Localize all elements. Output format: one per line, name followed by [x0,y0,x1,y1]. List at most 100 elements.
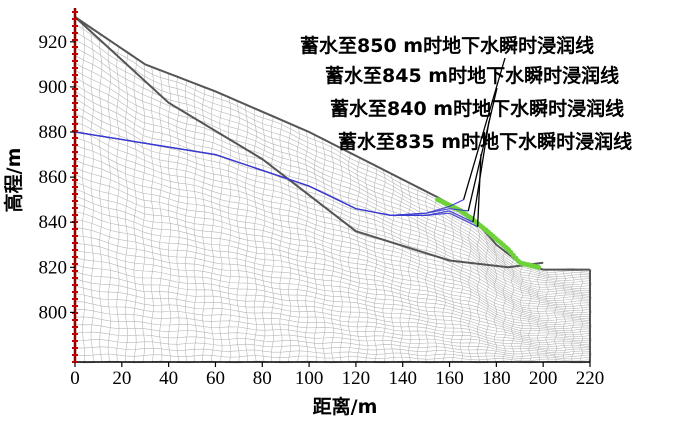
mesh-line-horizontal [74,331,591,356]
mesh-line-horizontal [74,293,591,346]
y-tick-label: 840 [39,212,68,233]
mesh-line-horizontal [74,113,591,298]
mesh-line-horizontal [74,152,591,308]
mesh-line-horizontal [74,137,591,303]
mesh-line-horizontal [74,250,591,333]
mesh-line-vertical [107,40,111,363]
x-tick-label: 20 [112,368,131,389]
mesh-line-horizontal [74,235,591,329]
mesh-line-horizontal [74,188,590,317]
mesh-line-horizontal [74,278,591,342]
mesh-line-horizontal [74,227,591,328]
mesh-line-vertical [90,28,94,363]
mesh-line-vertical [442,200,446,363]
mesh-line-vertical [159,70,163,363]
mesh-line-horizontal [74,98,591,293]
phreatic-line-label-3: 蓄水至840 m时地下水瞬时浸润线 [330,97,624,120]
y-tick-label: 900 [39,77,68,98]
mesh-line-horizontal [74,174,591,314]
mesh-line-horizontal [74,91,591,291]
phreatic-line-label-2: 蓄水至845 m时地下水瞬时浸润线 [325,64,619,87]
seepage-face [435,197,542,270]
mesh-line-vertical [579,269,583,363]
mesh-line-horizontal [74,55,591,281]
x-tick-label: 80 [253,368,272,389]
mesh-line-horizontal [74,257,591,336]
mesh-line-vertical [313,135,317,363]
mesh-line-horizontal [74,339,591,358]
mesh-line-horizontal [74,203,591,322]
mesh-line-vertical [288,123,292,363]
mesh-line-horizontal [74,300,591,348]
leader-line-2 [467,87,498,212]
x-tick-label: 180 [482,368,511,389]
mesh-line-vertical [356,156,360,362]
seepage-face-node [535,264,542,270]
y-axis-title: 高程/m [2,148,25,213]
mesh-line-horizontal [74,39,591,277]
mesh-line-horizontal [74,324,591,354]
mesh-line-vertical [339,148,343,363]
mesh-line-vertical [150,67,154,363]
x-tick-label: 120 [342,368,371,389]
mesh-line-vertical [322,139,326,363]
mesh-line-vertical [262,112,266,363]
mesh-line-vertical [562,269,566,363]
mesh-line-horizontal [74,105,591,295]
mesh-line-vertical [133,57,137,363]
mesh-line-vertical [485,233,489,363]
phreatic-lines [74,131,478,228]
x-tick-label: 220 [576,368,605,389]
x-tick-label: 140 [388,368,417,389]
mesh-line-vertical [185,80,189,363]
x-tick-label: 200 [529,368,558,389]
leader-line-4 [476,153,482,227]
mesh-line-horizontal [74,145,591,306]
mesh-line-vertical [236,101,240,363]
mesh-line-horizontal [74,308,591,350]
x-tick-label: 40 [159,368,178,389]
mesh-line-horizontal [74,121,591,299]
y-tick-label: 880 [39,122,68,143]
mesh-line-vertical [210,90,214,363]
mesh-line-horizontal [74,31,591,275]
mesh-line-vertical [382,170,386,363]
mesh-line-horizontal [74,346,591,360]
mesh-line-vertical [125,51,129,363]
mesh-line-horizontal [74,23,591,273]
mesh-line-vertical [434,196,438,362]
mesh-line-vertical [365,161,369,363]
mesh-line-horizontal [74,195,591,320]
mesh-line-vertical [459,210,463,363]
mesh-line-horizontal [74,219,591,326]
mesh-line-horizontal [74,264,591,338]
x-tick-label: 60 [206,368,225,389]
mesh-line-vertical [176,76,180,363]
y-tick-label: 920 [39,32,68,53]
mesh-line-horizontal [74,271,591,340]
leader-line-1 [462,57,506,200]
mesh-line-horizontal [74,83,591,289]
mesh-line-horizontal [74,167,591,312]
mesh-line-vertical [99,34,103,363]
phreatic-line-label-1: 蓄水至850 m时地下水瞬时浸润线 [300,34,594,57]
mesh-line-vertical [270,116,274,363]
y-tick-label: 860 [39,167,68,188]
mesh-line-vertical [219,93,223,363]
x-tick-label: 160 [435,368,464,389]
y-tick-label: 800 [39,302,68,323]
mesh-line-vertical [142,63,146,363]
mesh-line-vertical [116,45,120,363]
mesh-line-horizontal [74,353,591,362]
mesh-line-vertical [416,187,420,363]
mesh-line-vertical [296,127,300,363]
axes: 0 20 40 60 80 100 120 140 160 180 200 220 920 900 880 8… [39,8,605,389]
mesh-line-horizontal [74,242,591,332]
mesh-line-vertical [245,105,249,363]
x-tick-label: 0 [70,368,80,389]
x-axis-title: 距离/m [313,395,378,418]
mesh-line-vertical [391,174,395,363]
mesh-line-vertical [511,257,515,362]
